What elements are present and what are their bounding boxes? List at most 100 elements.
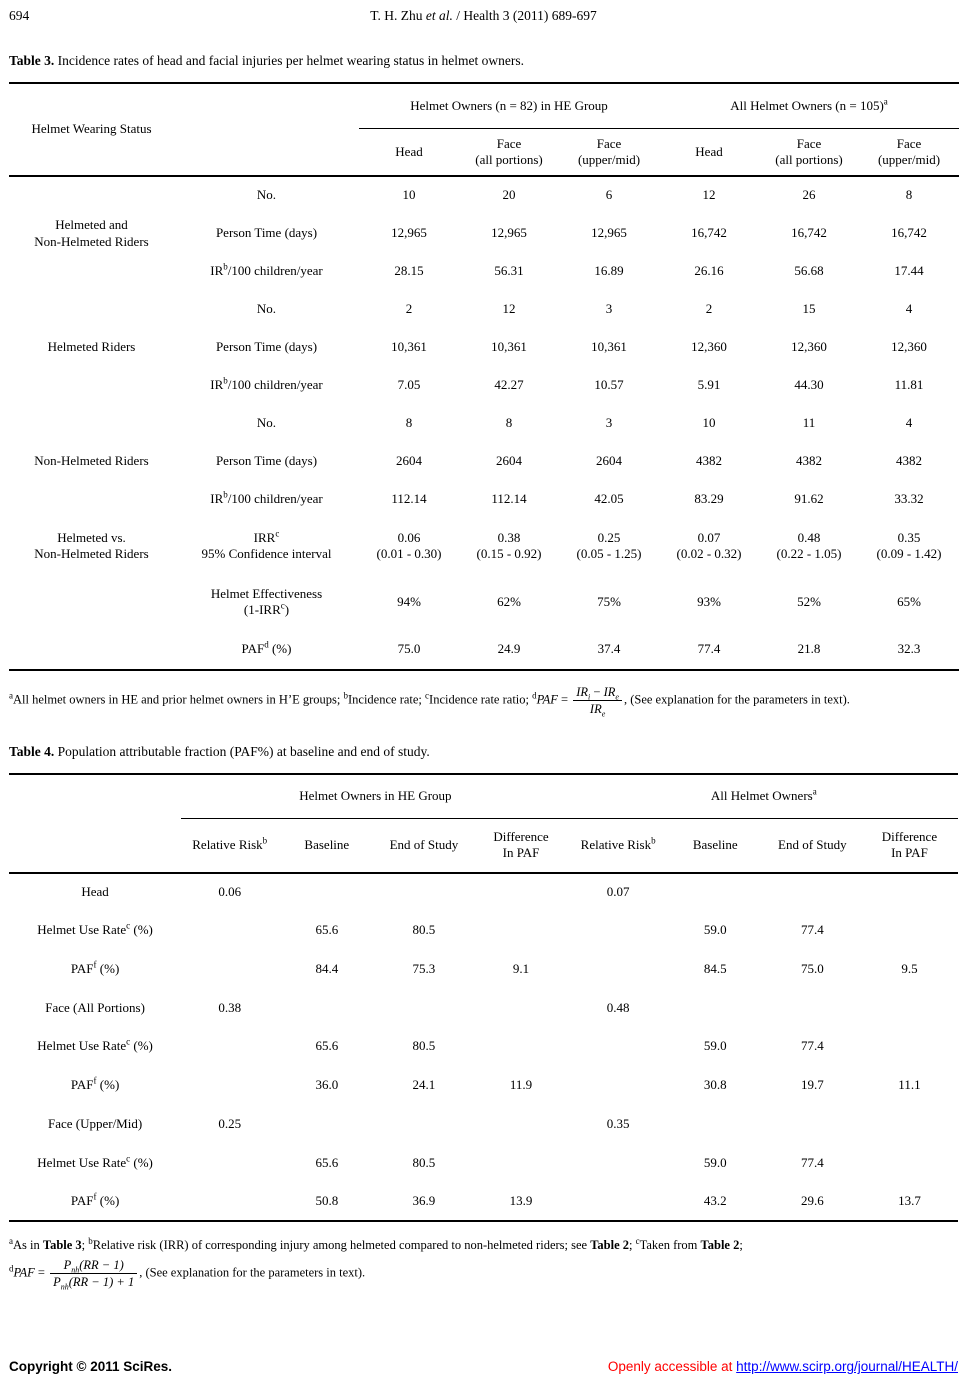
t4-cell: 30.8 [703,1077,727,1093]
footnote-marker: b [651,835,656,846]
footnote-text: ; [739,1237,743,1252]
table3-body: Helmeted and Non-Helmeted Riders No. 10 2… [9,176,959,670]
t3-cell: 56.31 [494,262,524,278]
t4-cell [570,1066,667,1105]
table4-footnote-line1: aAs in Table 3; bRelative risk (IRR) of … [9,1236,958,1255]
table4-caption-label: Table 4. [9,743,55,759]
table-row: IRb/100 children/year 28.15 56.31 16.89 … [9,252,959,290]
t3-cell: 4 [905,300,913,316]
t3-cell: 8 [905,187,913,203]
t3-cell: 24.9 [497,641,521,657]
t4-cell: 36.0 [315,1077,339,1093]
t4-cell: 80.5 [412,1154,436,1170]
formula-term: (RR − 1) [79,1258,124,1273]
footnote-marker: b [343,690,349,701]
table4-caption-text: Population attributable fraction (PAF%) … [54,743,430,759]
running-header: 694 T. H. Zhu et al. / Health 3 (2011) 6… [9,8,958,26]
fraction-denominator: Pnh(RR − 1) + 1 [50,1273,138,1291]
t4-group2-header: All Helmet Ownersa [569,773,958,819]
t3-cell: 10,361 [491,338,527,354]
t3-empty-cell [9,574,174,630]
t4-cell [861,1027,958,1066]
table4-caption: Table 4. Population attributable fractio… [9,744,958,760]
t3-group-label: Helmeted vs. Non-Helmeted Riders [9,518,174,574]
table-reference: Table 3 [42,1237,82,1252]
t4-cell [181,911,278,950]
t3-cell: 26 [802,187,816,203]
t3-group2-header: All Helmet Owners (n = 105)a [659,83,960,129]
label-part: Face (Upper/Mid) [47,1115,143,1131]
t3-cell: 91.62 [794,490,824,506]
value-line: 0.07 [697,529,721,545]
footnote-marker: d [9,1263,14,1274]
table-row: PAFd (%) 75.0 24.9 37.4 77.4 21.8 32.3 [9,630,959,670]
t4-cell [764,1105,861,1144]
group-title: Helmet Owners (n = 82) in HE Group [410,97,608,113]
t4-row-label: PAFf (%) [9,1066,181,1105]
footnote-marker: c [635,1235,640,1246]
t4-cell: 0.48 [606,999,630,1015]
value-line: (0.05 - 1.25) [576,546,642,561]
table-row: Face (All Portions) 0.38 0.48 [9,989,958,1028]
t3-cell: 6 [605,187,613,203]
t3-row-label: Person Time (days) [215,224,318,240]
table-row: IRb/100 children/year 7.05 42.27 10.57 5… [9,366,959,404]
paf-fraction: Pnh(RR − 1) Pnh(RR − 1) + 1 [50,1257,138,1291]
t3-stub-header: Helmet Wearing Status [9,83,174,177]
t4-cell: 77.4 [800,1038,824,1054]
paf-fraction: IRi − IRe IRe [573,684,622,718]
t4-col-header: Baseline [666,818,764,874]
t4-cell: 77.4 [800,922,824,938]
t4-cell: 65.6 [315,1154,339,1170]
formula-term: IR [576,685,589,699]
t3-cell: 32.3 [897,641,921,657]
t3-row-label: IRRc 95% Confidence interval [174,518,359,574]
t4-cell: 59.0 [703,922,727,938]
table-row: PAFf (%) 50.8 36.9 13.9 43.2 29.6 13.7 [9,1182,958,1221]
t3-cell: 2 [705,300,713,316]
t4-row-label: PAFf (%) [9,950,181,989]
t3-row-label: No. [256,300,277,316]
t3-cell: 11 [802,414,816,430]
t3-row-label: Person Time (days) [215,452,318,468]
group-title: Helmet Owners in HE Group [299,788,452,804]
col-label2: In PAF [502,845,540,861]
value-line: 0.48 [797,529,821,545]
t3-cell: 10.57 [594,376,624,392]
t3-cell: 93% [697,593,721,609]
t3-cell: 5.91 [697,376,721,392]
t3-cell: 10 [702,414,716,430]
formula-subscript: e [601,709,606,719]
t3-col-header: Head [359,128,459,177]
t3-col-header: Face (upper/mid) [859,128,960,177]
t4-row-label: Helmet Use Ratec (%) [9,911,181,950]
t4-cell [375,989,472,1028]
t4-cell [181,1143,278,1182]
running-head-title: T. H. Zhu et al. / Health 3 (2011) 689-6… [370,8,596,23]
footnote-marker: d [264,640,269,651]
value-line: 0.35 [897,529,921,545]
t3-group-label: Helmeted and Non-Helmeted Riders [9,176,174,290]
formula-subscript: nh [71,1265,80,1275]
t3-col-header: Face (upper/mid) [559,128,659,177]
t3-col-header: Head [659,128,759,177]
t4-cell: 43.2 [703,1192,727,1208]
value-line: (0.22 - 1.05) [776,546,842,561]
t3-cell: 2604 [496,452,522,468]
table-reference: Table 2 [590,1237,630,1252]
col-label: Head [395,143,423,159]
t4-cell [570,1143,667,1182]
journal-link[interactable]: http://www.scirp.org/journal/HEALTH/ [736,1359,958,1374]
fraction-numerator: Pnh(RR − 1) [50,1257,137,1275]
t4-cell [570,950,667,989]
footnote-marker: b [88,1235,93,1246]
value-line: (0.09 - 1.42) [876,546,942,561]
formula-term: IR [589,702,602,717]
col-label: Face [896,135,922,151]
t4-cell [472,1105,569,1144]
col-label: Head [695,143,723,159]
label-part: PAF [241,641,265,657]
formula-term: IR [603,685,616,699]
label-part: (%) [96,1192,120,1208]
t4-cell: 11.1 [898,1077,921,1093]
